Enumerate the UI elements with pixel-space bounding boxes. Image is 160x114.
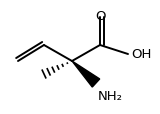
Polygon shape — [72, 61, 100, 87]
Text: O: O — [95, 10, 105, 23]
Text: OH: OH — [131, 48, 151, 61]
Text: NH₂: NH₂ — [98, 89, 123, 102]
